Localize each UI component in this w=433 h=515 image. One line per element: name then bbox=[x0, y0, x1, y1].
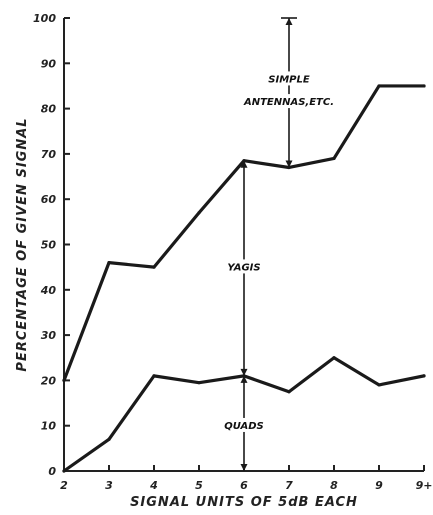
y-tick-label: 60 bbox=[41, 193, 57, 206]
arrow-head bbox=[240, 464, 248, 471]
annotation-bg bbox=[223, 259, 265, 274]
annotation-label: ANTENNAS,ETC. bbox=[243, 97, 334, 108]
data-point bbox=[332, 156, 336, 161]
x-tick-label: 7 bbox=[285, 479, 293, 492]
y-tick-label: 70 bbox=[41, 148, 57, 161]
data-point bbox=[152, 265, 156, 269]
data-point bbox=[197, 211, 201, 215]
x-tick-label: 9+ bbox=[416, 479, 433, 492]
y-tick-label: 10 bbox=[41, 420, 57, 433]
annotation-bg bbox=[223, 417, 265, 432]
annotations-group: SIMPLE ANTENNAS,ETC. YAGIS QUADS bbox=[223, 71, 338, 432]
x-tick-label: 3 bbox=[105, 479, 113, 492]
y-ticks: 0 10 20 30 40 50 60 70 80 90 100 bbox=[33, 12, 70, 478]
data-point bbox=[287, 390, 291, 394]
arrow-head bbox=[285, 18, 293, 25]
x-tick-label: 5 bbox=[195, 479, 203, 492]
annotation-label: QUADS bbox=[224, 421, 263, 432]
data-point bbox=[107, 261, 111, 265]
data-point bbox=[332, 356, 336, 360]
arrow-head bbox=[240, 160, 248, 168]
arrow-head bbox=[240, 375, 248, 383]
arrow-head bbox=[240, 368, 248, 376]
arrows-group bbox=[240, 17, 297, 471]
x-axis-title: SIGNAL UNITS OF 5dB EACH bbox=[130, 495, 358, 510]
arrow-head bbox=[285, 160, 293, 168]
annotation-bg bbox=[265, 71, 313, 86]
data-point bbox=[377, 84, 381, 88]
data-point bbox=[62, 469, 66, 473]
annotation-bg bbox=[240, 94, 338, 109]
annotation-label: SIMPLE bbox=[268, 74, 310, 85]
x-tick-label: 2 bbox=[60, 479, 68, 492]
y-axis-title: PERCENTAGE OF GIVEN SIGNAL bbox=[15, 117, 30, 371]
data-point bbox=[197, 381, 201, 385]
data-point bbox=[377, 383, 381, 387]
x-tick-label: 9 bbox=[375, 479, 383, 492]
data-point bbox=[422, 84, 426, 88]
y-tick-label: 90 bbox=[41, 57, 57, 70]
y-tick-label: 40 bbox=[40, 284, 57, 297]
data-point bbox=[152, 374, 156, 378]
y-tick-label: 20 bbox=[41, 374, 57, 387]
annotation-label: YAGIS bbox=[227, 262, 260, 273]
data-point bbox=[107, 437, 111, 441]
x-tick-label: 6 bbox=[240, 479, 248, 492]
x-tick-label: 4 bbox=[149, 479, 158, 492]
x-tick-label: 8 bbox=[330, 479, 338, 492]
y-tick-label: 100 bbox=[33, 12, 56, 25]
data-point bbox=[62, 378, 66, 382]
x-ticks: 2 3 4 5 6 7 8 9 9+ bbox=[60, 465, 432, 492]
data-point bbox=[422, 374, 426, 378]
y-tick-label: 30 bbox=[41, 329, 57, 342]
y-tick-label: 0 bbox=[48, 465, 56, 478]
y-tick-label: 50 bbox=[41, 239, 57, 252]
y-tick-label: 80 bbox=[41, 103, 57, 116]
